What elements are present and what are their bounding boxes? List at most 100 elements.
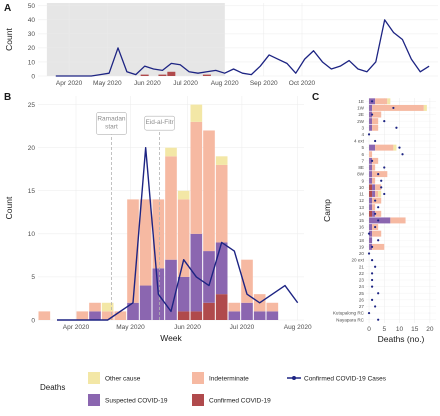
panel-b-bar-indeterminate <box>266 302 279 312</box>
panel-b-x-tick-label: May 2020 <box>116 324 145 331</box>
panel-c-case-dot <box>370 278 374 282</box>
panel-b-bar-confirmed <box>190 311 203 320</box>
panel-c-camp-label: 26 <box>359 297 365 302</box>
panel-b-bar-indeterminate <box>165 156 177 260</box>
panel-c-x-axis-title: Deaths (no.) <box>378 334 425 344</box>
panel-c-case-dot <box>374 265 377 268</box>
panel-b-bar-suspected <box>190 233 203 312</box>
panel-b-bar-suspected <box>241 302 253 320</box>
panel-c-y-axis-title: Camp <box>322 199 332 222</box>
panel-c-camp-label: 21 <box>359 264 365 269</box>
panel-c-bar-indeterminate <box>369 151 373 158</box>
panel-c-bar-indeterminate <box>390 217 406 224</box>
panel-c-case-dot <box>377 219 380 222</box>
panel-a-cases-line <box>55 19 430 77</box>
panel-c-camp-label: 27 <box>359 304 365 309</box>
panel-c-bar-indeterminate <box>372 197 382 204</box>
panel-a-x-tick-label: Jun 2020 <box>134 80 161 87</box>
panel-b-x-tick-label: Jun 2020 <box>174 324 201 331</box>
panel-b-y-tick-label: 15 <box>28 188 36 195</box>
panel-a-x-tick-label: Apr 2020 <box>56 80 83 87</box>
panel-b-bar-other <box>215 156 228 165</box>
panel-b-annotation-label: start <box>105 123 118 130</box>
panel-c-camp-label: 2W <box>357 119 365 124</box>
panel-b-y-tick-label: 0 <box>31 317 35 324</box>
panel-c-camp-label: 19 <box>359 244 365 249</box>
panel-a-y-tick-label: 10 <box>28 59 36 66</box>
panel-b: 0 5 10 15 20 25 Apr 2020 May 2020 Jun 2020 Jul 20… <box>4 96 312 343</box>
legend-swatch-indeterminate <box>192 372 204 384</box>
panel-c-case-dot <box>370 159 374 162</box>
panel-c-bar-indeterminate <box>372 118 379 125</box>
panel-c-camp-label: Kutupalong RC <box>333 311 365 316</box>
legend-swatch-confirmed <box>192 394 204 406</box>
panel-a-y-tick-label: 20 <box>28 45 36 52</box>
panel-c-x-tick-label: 5 <box>382 326 386 333</box>
panel-b-bar-indeterminate <box>215 164 228 243</box>
panel-c-case-dot <box>374 199 377 202</box>
legend: Deaths Other cause Indeterminate Confirmed … <box>40 372 387 406</box>
panel-c-bar-suspected <box>369 171 373 178</box>
panel-c-camp-label: 25 <box>359 291 365 296</box>
panel-b-bar-other <box>190 104 203 122</box>
panel-c-bar-other <box>378 190 382 197</box>
panel-c-case-dot <box>374 139 377 143</box>
panel-c-bar-indeterminate <box>372 177 376 184</box>
panel-c-bar-confirmed <box>369 210 373 217</box>
panel-b-bar-confirmed <box>203 302 215 320</box>
panel-c-bar-indeterminate <box>375 144 394 151</box>
panel-c-case-dot <box>380 186 383 189</box>
panel-b-bar-other <box>101 302 114 312</box>
panel-a-x-tick-label: Aug 2020 <box>211 80 239 87</box>
panel-c-camp-label: 7 <box>361 158 364 163</box>
panel-c-camp-label: 10 <box>359 185 365 190</box>
panel-b-bar-indeterminate <box>101 311 114 320</box>
panel-a-y-tick-label: 30 <box>28 31 36 38</box>
panel-a-x-tick-label: Jul 2020 <box>173 80 198 87</box>
panel-c-camp-label: 13 <box>359 205 365 210</box>
panel-c-bar-suspected <box>369 124 373 131</box>
panel-b-bar-indeterminate <box>38 311 51 320</box>
panel-a-shaded-period <box>46 3 225 76</box>
panel-a-x-tick-label: Oct 2020 <box>289 80 316 87</box>
panel-b-bar-suspected <box>127 302 139 320</box>
panel-b-bar-suspected <box>89 311 101 320</box>
panel-b-annotation-box <box>96 112 127 135</box>
panel-c-case-dot <box>383 192 386 196</box>
panel-c-case-dot <box>370 113 374 116</box>
panel-c-bar-other <box>393 144 397 151</box>
panel-c-case-dot <box>377 173 380 176</box>
panel-c-bar-suspected <box>369 224 373 231</box>
panel-b-bar-suspected <box>203 251 215 303</box>
panel-b-bar-suspected <box>215 242 228 295</box>
panel-c-case-dot <box>374 225 377 229</box>
panel-c-bar-confirmed <box>369 190 373 197</box>
panel-a-death-bar <box>158 74 167 76</box>
panel-c-camp-label: 24 <box>359 284 365 289</box>
panel-c-camp-label: 12 <box>359 198 365 203</box>
panel-c-camp-label: 3 <box>361 125 364 130</box>
panel-a-death-bar <box>202 74 211 76</box>
panel-c-bar-suspected <box>369 237 373 244</box>
panel-c-camp-label: 4 ext <box>354 139 365 144</box>
legend-item-label: Suspected COVID-19 <box>105 397 168 404</box>
panel-c-camp-label: 18 <box>359 238 365 243</box>
panel-letter-c: C <box>312 92 319 103</box>
panel-c-bar-suspected <box>369 144 376 151</box>
legend-item-label: Other cause <box>105 375 141 382</box>
panel-c-case-dot <box>383 166 386 169</box>
panel-b-bar-indeterminate <box>190 121 203 234</box>
panel-c-bar-suspected <box>369 118 373 125</box>
panel-c-case-dot <box>370 259 374 262</box>
panel-letter-a: A <box>4 3 11 14</box>
panel-c-case-dot <box>367 232 371 235</box>
panel-c-case-dot <box>383 120 386 123</box>
panel-c-case-dot <box>377 318 380 321</box>
panel-c-case-dot <box>367 133 371 136</box>
panel-c-case-dot <box>377 292 380 295</box>
panel-c-bar-indeterminate <box>375 190 379 197</box>
panel-c-bar-suspected <box>369 204 373 211</box>
panel-c-bar-suspected <box>369 217 391 224</box>
panel-c-case-dot <box>374 305 377 308</box>
